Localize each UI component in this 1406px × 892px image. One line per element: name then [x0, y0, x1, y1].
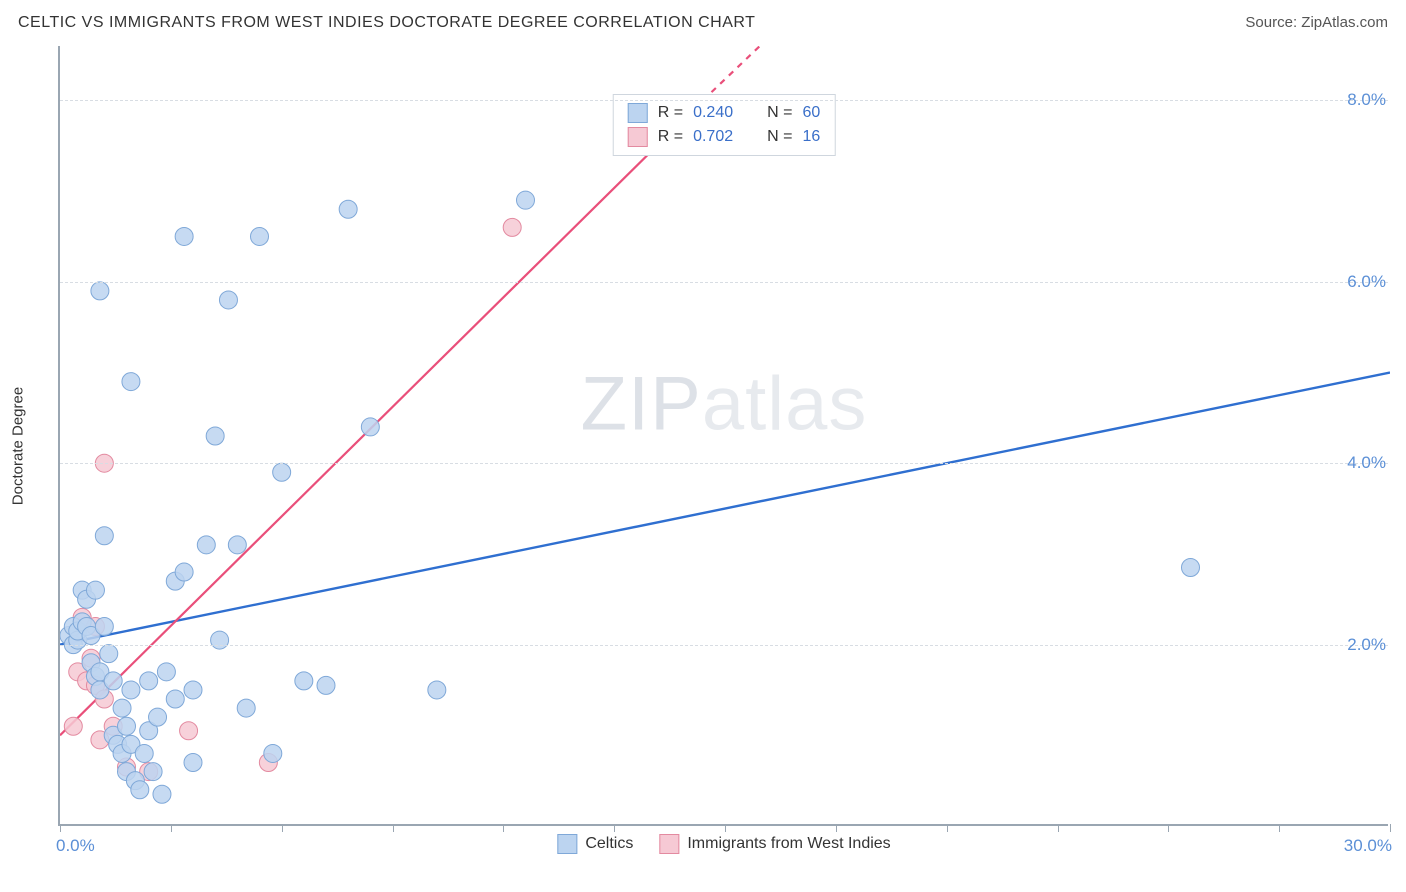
scatter-point-celtics [206, 427, 224, 445]
scatter-point-celtics [251, 227, 269, 245]
scatter-point-celtics [197, 536, 215, 554]
r-value-immigrants: 0.702 [693, 128, 733, 146]
y-axis-title: Doctorate Degree [10, 387, 27, 505]
legend-stats: R = 0.240 N = 60 R = 0.702 N = 16 [613, 94, 836, 156]
scatter-point-celtics [517, 191, 535, 209]
swatch-immigrants-icon [628, 127, 648, 147]
scatter-point-celtics [86, 581, 104, 599]
x-tick [60, 824, 61, 832]
scatter-point-immigrants [503, 218, 521, 236]
n-value-celtics: 60 [802, 104, 820, 122]
gridline [60, 645, 1388, 646]
scatter-point-celtics [166, 690, 184, 708]
legend-label-celtics: Celtics [585, 835, 633, 853]
regression-line-immigrants-dash [703, 46, 836, 100]
scatter-point-celtics [184, 754, 202, 772]
scatter-point-celtics [264, 744, 282, 762]
x-axis-max-label: 30.0% [1344, 836, 1392, 856]
regression-line-immigrants [60, 100, 703, 735]
n-label: N = [767, 128, 792, 146]
scatter-point-celtics [118, 717, 136, 735]
scatter-point-celtics [228, 536, 246, 554]
legend-item-celtics: Celtics [557, 834, 633, 854]
legend-stats-row-celtics: R = 0.240 N = 60 [628, 101, 821, 125]
swatch-celtics-icon [557, 834, 577, 854]
source-attribution: Source: ZipAtlas.com [1245, 14, 1388, 31]
scatter-point-celtics [175, 563, 193, 581]
n-value-immigrants: 16 [802, 128, 820, 146]
y-tick-label: 4.0% [1347, 453, 1390, 473]
scatter-point-celtics [100, 645, 118, 663]
r-label: R = [658, 128, 683, 146]
correlation-chart: CELTIC VS IMMIGRANTS FROM WEST INDIES DO… [0, 0, 1406, 892]
title-bar: CELTIC VS IMMIGRANTS FROM WEST INDIES DO… [18, 14, 1388, 32]
source-prefix: Source: [1245, 14, 1301, 31]
x-axis-min-label: 0.0% [56, 836, 95, 856]
gridline [60, 463, 1388, 464]
y-tick-label: 6.0% [1347, 272, 1390, 292]
scatter-point-celtics [113, 699, 131, 717]
scatter-point-celtics [95, 617, 113, 635]
x-tick [393, 824, 394, 832]
scatter-point-celtics [295, 672, 313, 690]
legend-item-immigrants: Immigrants from West Indies [659, 834, 890, 854]
y-tick-label: 8.0% [1347, 90, 1390, 110]
legend-stats-row-immigrants: R = 0.702 N = 16 [628, 125, 821, 149]
source-name: ZipAtlas.com [1301, 14, 1388, 31]
scatter-point-celtics [184, 681, 202, 699]
scatter-point-celtics [149, 708, 167, 726]
plot-svg [60, 46, 1390, 826]
x-tick [503, 824, 504, 832]
scatter-point-celtics [91, 282, 109, 300]
x-tick [1168, 824, 1169, 832]
scatter-point-celtics [135, 744, 153, 762]
scatter-point-celtics [122, 681, 140, 699]
scatter-point-celtics [1182, 559, 1200, 577]
x-tick [282, 824, 283, 832]
legend-label-immigrants: Immigrants from West Indies [687, 835, 890, 853]
x-tick [1390, 824, 1391, 832]
scatter-point-celtics [361, 418, 379, 436]
scatter-point-celtics [140, 672, 158, 690]
scatter-point-celtics [273, 463, 291, 481]
x-tick [1058, 824, 1059, 832]
scatter-point-celtics [428, 681, 446, 699]
scatter-point-celtics [153, 785, 171, 803]
scatter-point-celtics [131, 781, 149, 799]
scatter-point-celtics [175, 227, 193, 245]
regression-line-celtics [60, 373, 1390, 645]
x-tick [171, 824, 172, 832]
n-label: N = [767, 104, 792, 122]
y-tick-label: 2.0% [1347, 635, 1390, 655]
swatch-immigrants-icon [659, 834, 679, 854]
plot-area: ZIPatlas R = 0.240 N = 60 R = 0.702 N = … [58, 46, 1388, 826]
scatter-point-celtics [122, 373, 140, 391]
scatter-point-celtics [237, 699, 255, 717]
scatter-point-celtics [211, 631, 229, 649]
gridline [60, 282, 1388, 283]
swatch-celtics-icon [628, 103, 648, 123]
x-tick [614, 824, 615, 832]
x-tick [725, 824, 726, 832]
x-tick [947, 824, 948, 832]
scatter-point-celtics [104, 672, 122, 690]
r-value-celtics: 0.240 [693, 104, 733, 122]
legend-series: Celtics Immigrants from West Indies [557, 834, 890, 854]
scatter-point-celtics [339, 200, 357, 218]
x-tick [836, 824, 837, 832]
gridline [60, 100, 1388, 101]
chart-title: CELTIC VS IMMIGRANTS FROM WEST INDIES DO… [18, 14, 755, 32]
scatter-point-immigrants [64, 717, 82, 735]
r-label: R = [658, 104, 683, 122]
scatter-point-celtics [219, 291, 237, 309]
scatter-point-celtics [95, 527, 113, 545]
scatter-point-immigrants [180, 722, 198, 740]
scatter-point-celtics [317, 676, 335, 694]
scatter-point-celtics [157, 663, 175, 681]
scatter-point-celtics [144, 763, 162, 781]
x-tick [1279, 824, 1280, 832]
